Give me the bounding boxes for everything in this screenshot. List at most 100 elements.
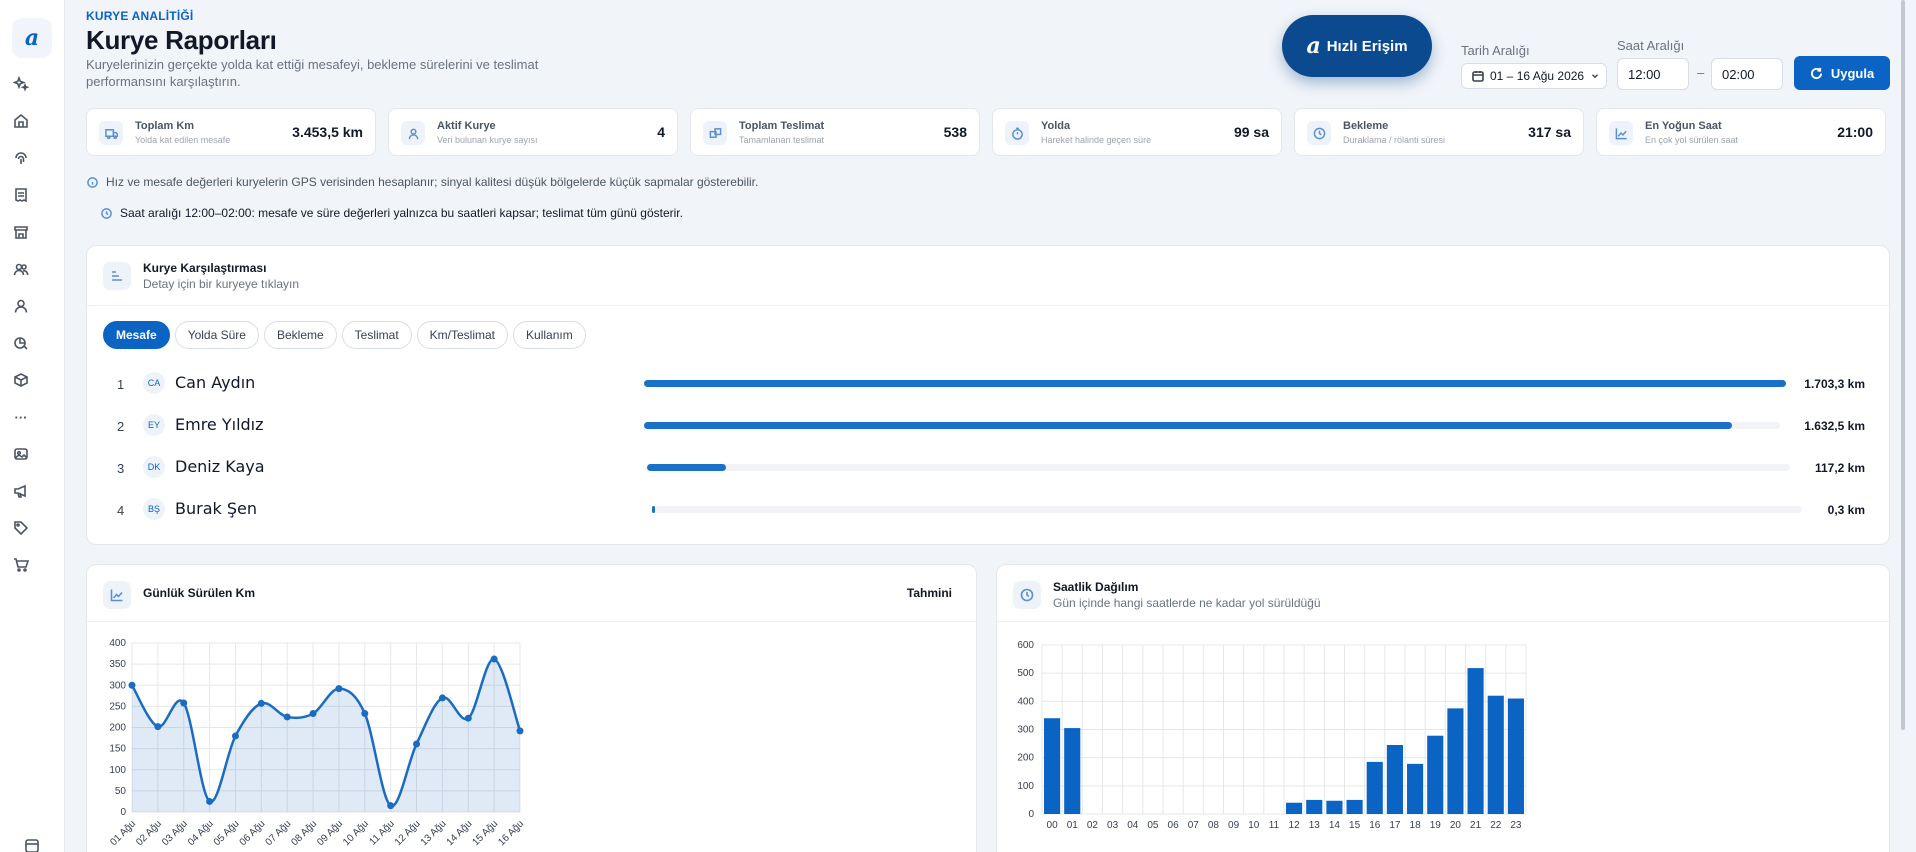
x-tick-label: 15 bbox=[1349, 820, 1361, 831]
courier-name: Can Aydın bbox=[175, 373, 256, 392]
x-tick-label: 21 bbox=[1470, 820, 1482, 831]
x-tick-label: 03 Ağu bbox=[160, 818, 190, 848]
stat-label: Toplam Km bbox=[135, 120, 195, 132]
calendar-icon bbox=[1472, 71, 1484, 82]
courier-row[interactable]: 3 DK Deniz Kaya 117,2 km bbox=[87, 451, 1889, 485]
time-range-label: Saat Aralığı bbox=[1617, 38, 1685, 53]
scrollbar-thumb[interactable] bbox=[1901, 0, 1905, 730]
clock-icon bbox=[101, 207, 112, 219]
user-icon[interactable] bbox=[11, 296, 31, 316]
window-icon[interactable] bbox=[22, 836, 42, 852]
data-point bbox=[413, 740, 421, 748]
x-tick-label: 23 bbox=[1510, 820, 1522, 831]
stat-value: 4 bbox=[657, 124, 665, 140]
x-tick-label: 18 bbox=[1410, 820, 1422, 831]
x-tick-label: 06 bbox=[1168, 820, 1180, 831]
date-range-picker[interactable]: 01 – 16 Ağu 2026 bbox=[1461, 63, 1607, 89]
package-icon[interactable] bbox=[11, 370, 31, 390]
distance-bar bbox=[652, 506, 655, 513]
x-tick-label: 02 Ağu bbox=[134, 818, 164, 848]
stat-value: 21:00 bbox=[1837, 124, 1873, 140]
avatar: DK bbox=[143, 456, 165, 478]
y-tick-label: 400 bbox=[1017, 696, 1034, 707]
bar bbox=[1386, 744, 1403, 814]
x-tick-label: 20 bbox=[1450, 820, 1462, 831]
page-description: Kuryelerinizin gerçekte yolda kat ettiği… bbox=[86, 57, 539, 89]
bar bbox=[1467, 668, 1484, 814]
home-icon[interactable] bbox=[11, 111, 31, 131]
ranking-icon bbox=[103, 262, 131, 290]
courier-row[interactable]: 4 BŞ Burak Şen 0,3 km bbox=[87, 493, 1889, 527]
app-logo[interactable]: a bbox=[12, 18, 52, 58]
page-title: Kurye Raporları bbox=[86, 25, 277, 55]
data-point bbox=[516, 727, 524, 735]
y-tick-label: 200 bbox=[1017, 753, 1034, 764]
bar bbox=[1366, 761, 1383, 814]
stat-sub: Duraklama / rölanti süresi bbox=[1343, 135, 1446, 145]
courier-name: Deniz Kaya bbox=[175, 457, 265, 476]
x-tick-label: 04 bbox=[1127, 820, 1139, 831]
courier-row[interactable]: 2 EY Emre Yıldız 1.632,5 km bbox=[87, 409, 1889, 443]
bar bbox=[1064, 728, 1081, 814]
hourly-distribution-chart: 0 100 200 300 400 500 600 00 01 02 03 04 05 06 07 08 09 1… bbox=[1017, 640, 1527, 831]
quick-access-button[interactable]: a Hızlı Erişim bbox=[1282, 15, 1432, 77]
distance-bar bbox=[647, 464, 726, 471]
tab-kullanim[interactable]: Kullanım bbox=[513, 321, 586, 349]
receipt-icon[interactable] bbox=[11, 185, 31, 205]
bar bbox=[1447, 708, 1464, 814]
courier-value: 1.632,5 km bbox=[1804, 419, 1865, 433]
stat-value: 538 bbox=[943, 124, 967, 140]
stat-value: 99 sa bbox=[1233, 124, 1269, 140]
x-tick-label: 17 bbox=[1389, 820, 1401, 831]
x-tick-label: 07 Ağu bbox=[264, 818, 294, 848]
sparkle-icon[interactable] bbox=[11, 74, 31, 94]
time-range-notice-text: Saat aralığı 12:00–02:00: mesafe ve süre… bbox=[120, 206, 683, 220]
refresh-icon bbox=[1810, 67, 1822, 79]
cart-icon[interactable] bbox=[11, 555, 31, 575]
courier-row[interactable]: 1 CA Can Aydın 1.703,3 km bbox=[87, 367, 1889, 401]
stat-sub: Veri bulunan kurye sayısı bbox=[437, 135, 538, 145]
x-tick-label: 07 bbox=[1188, 820, 1200, 831]
distance-bar bbox=[644, 380, 1786, 387]
apply-button[interactable]: Uygula bbox=[1794, 56, 1890, 90]
user-icon bbox=[401, 121, 425, 145]
store-icon[interactable] bbox=[11, 222, 31, 242]
info-icon bbox=[87, 176, 98, 188]
data-point bbox=[361, 710, 369, 718]
tab-yolda-sure[interactable]: Yolda Süre bbox=[174, 321, 259, 349]
users-icon[interactable] bbox=[11, 259, 31, 279]
scrollbar[interactable] bbox=[1890, 0, 1916, 852]
data-point bbox=[128, 681, 136, 689]
more-icon[interactable]: ··· bbox=[14, 409, 28, 425]
bar bbox=[1507, 698, 1524, 814]
stat-label: Yolda bbox=[1041, 120, 1071, 132]
x-tick-label: 14 Ağu bbox=[445, 818, 475, 848]
x-tick-label: 05 bbox=[1147, 820, 1159, 831]
estimate-badge: Tahmini bbox=[906, 586, 952, 600]
y-tick-label: 400 bbox=[109, 638, 126, 649]
x-tick-label: 08 bbox=[1208, 820, 1220, 831]
y-tick-label: 500 bbox=[1017, 668, 1034, 679]
courier-rank: 1 bbox=[117, 377, 125, 392]
tab-teslimat[interactable]: Teslimat bbox=[341, 321, 412, 349]
time-to-input[interactable]: 02:00 bbox=[1711, 58, 1783, 90]
time-from-input[interactable]: 12:00 bbox=[1617, 58, 1689, 90]
quick-access-logo: a bbox=[1306, 33, 1321, 59]
chart-icon[interactable] bbox=[11, 333, 31, 353]
main-content: KURYE ANALİTİĞİ Kurye Raporları Kuryeler… bbox=[86, 0, 1890, 852]
megaphone-icon[interactable] bbox=[11, 481, 31, 501]
media-icon[interactable] bbox=[11, 444, 31, 464]
data-point bbox=[490, 655, 498, 663]
x-tick-label: 11 bbox=[1269, 820, 1280, 831]
tab-mesafe[interactable]: Mesafe bbox=[103, 321, 170, 349]
bar bbox=[1044, 718, 1061, 814]
tag-icon[interactable] bbox=[11, 518, 31, 538]
tab-bekleme[interactable]: Bekleme bbox=[263, 321, 337, 349]
tab-km-teslimat[interactable]: Km/Teslimat bbox=[416, 321, 509, 349]
y-tick-label: 50 bbox=[115, 786, 127, 797]
y-tick-label: 100 bbox=[1017, 781, 1034, 792]
fingerprint-icon[interactable] bbox=[11, 148, 31, 168]
distance-bar-track bbox=[644, 380, 1786, 387]
time-range-notice: Saat aralığı 12:00–02:00: mesafe ve süre… bbox=[101, 206, 683, 220]
stat-card-on-road: Yolda Hareket halinde geçen süre 99 sa bbox=[992, 108, 1282, 156]
